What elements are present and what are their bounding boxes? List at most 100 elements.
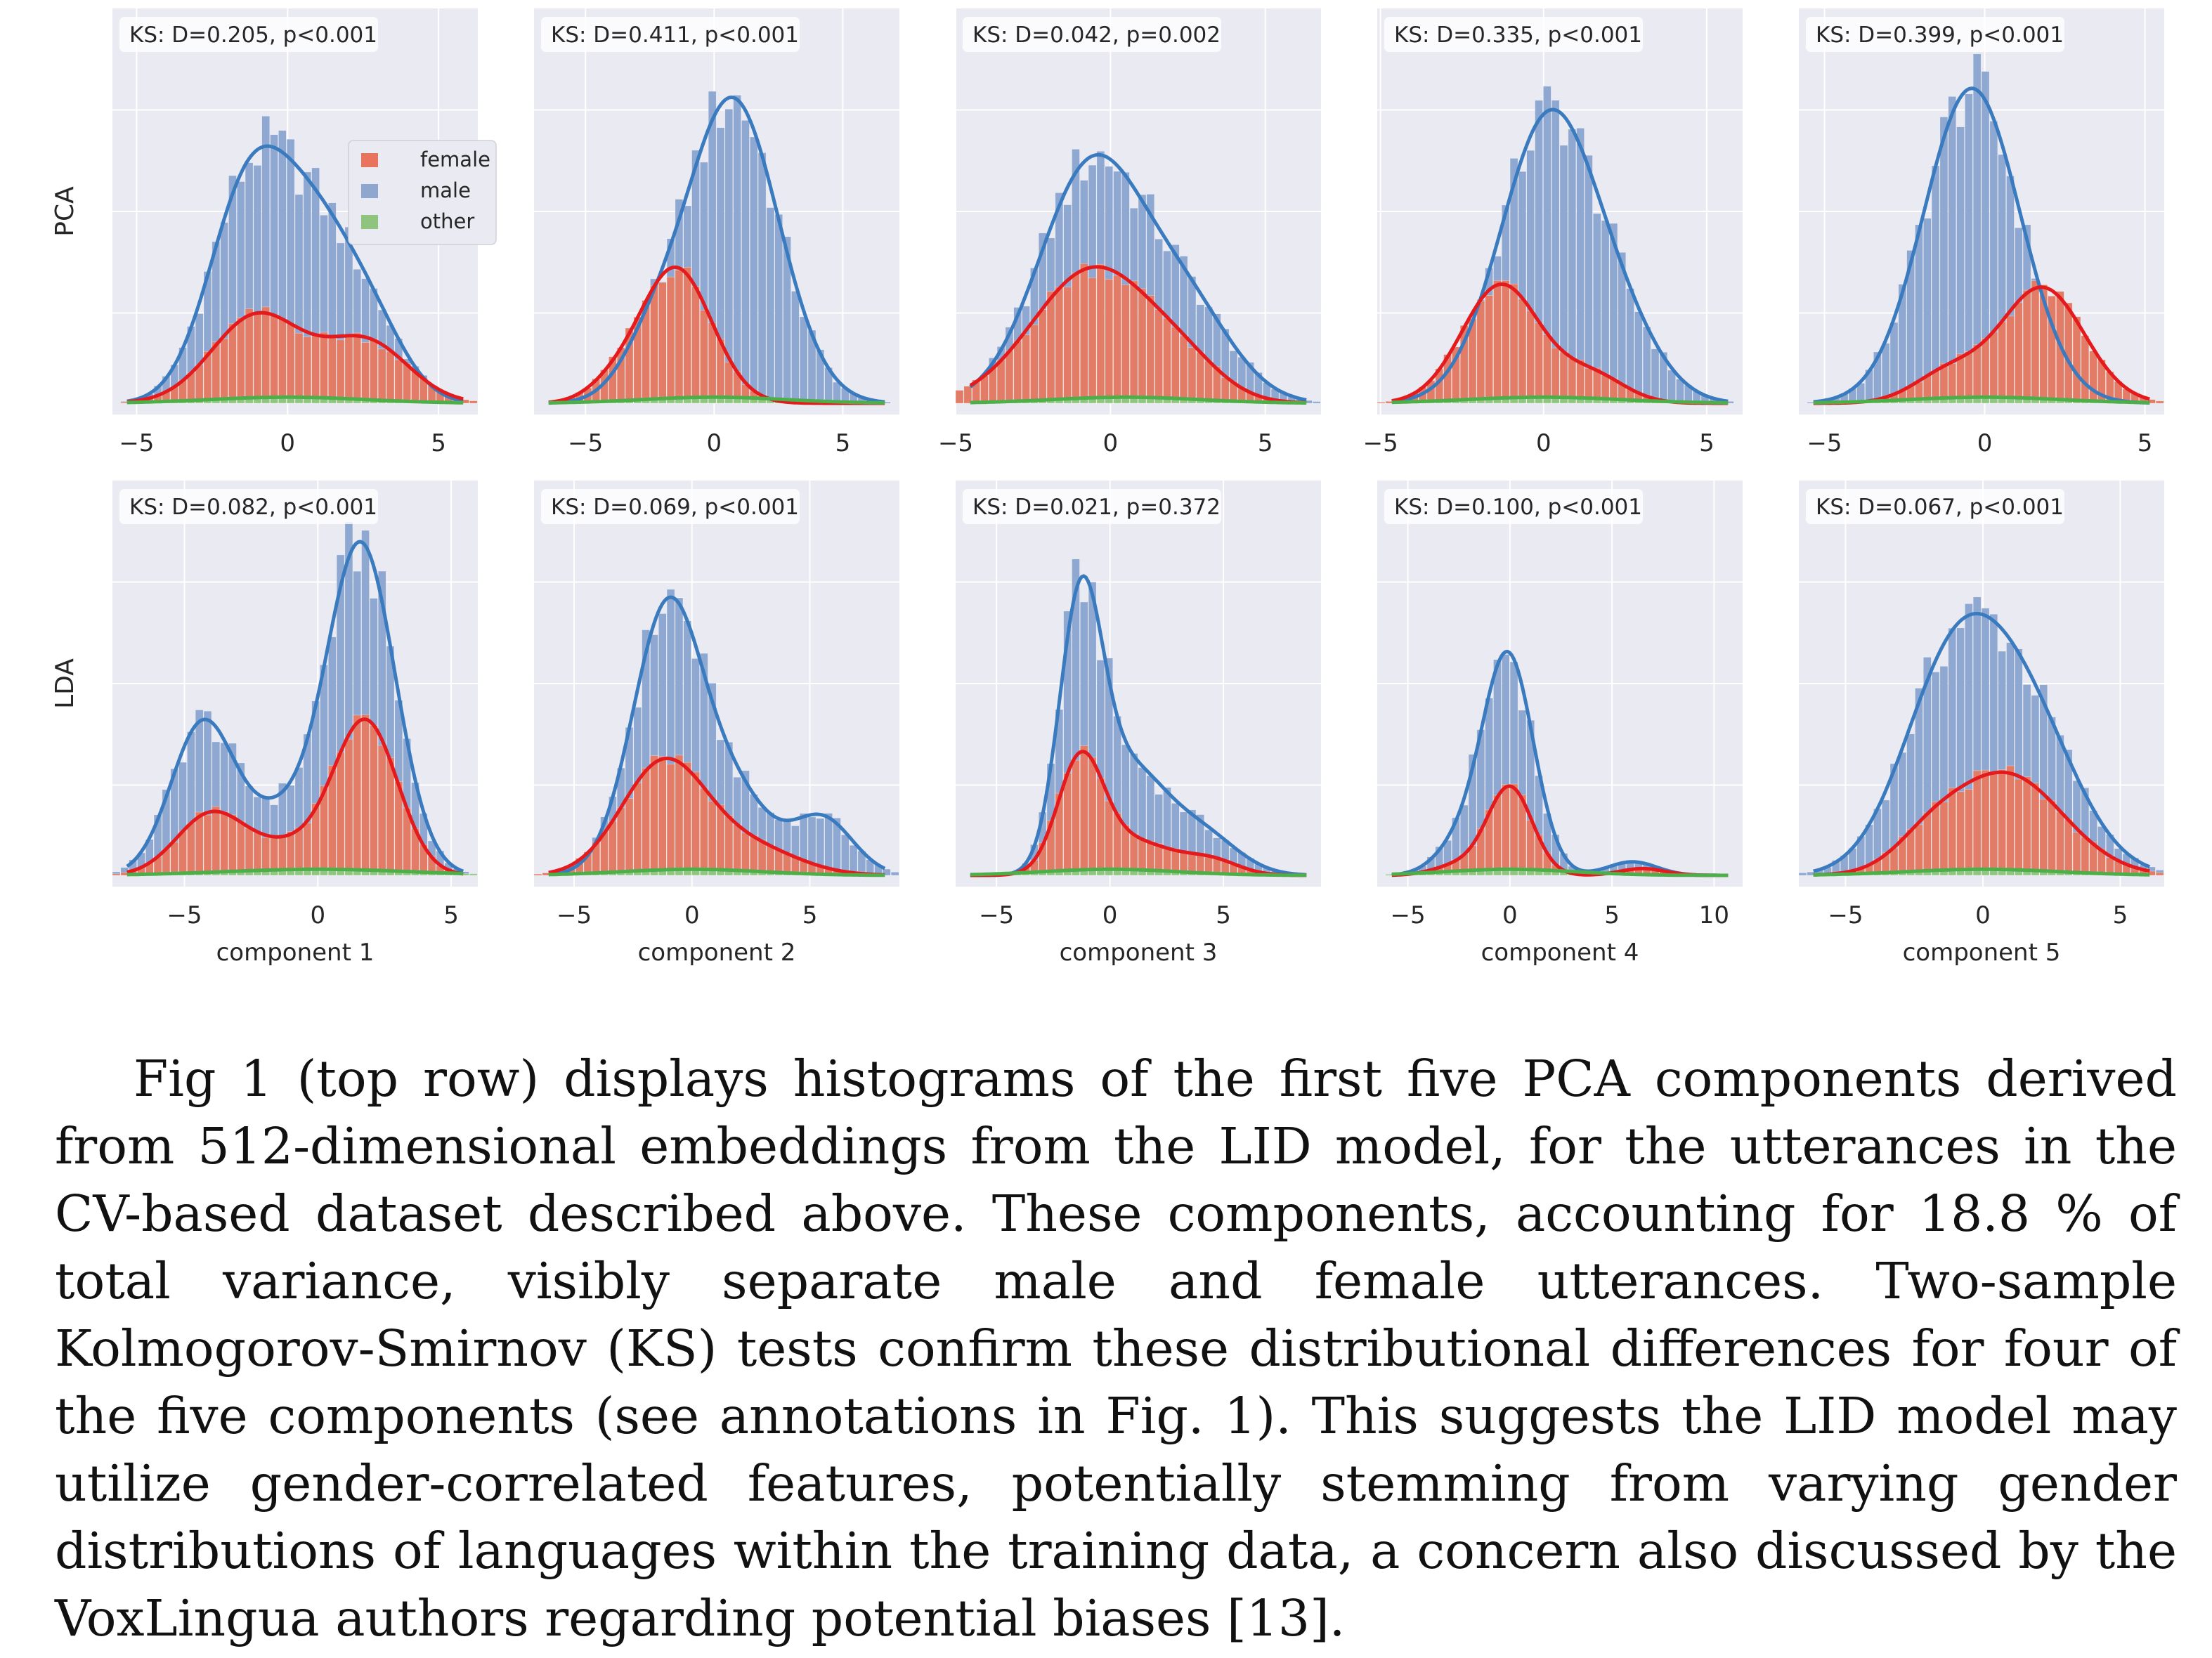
ks-annotation-text: KS: D=0.100, p<0.001 — [1394, 495, 1642, 520]
male-bar — [791, 291, 800, 404]
female-kde-line — [969, 265, 1307, 405]
female-bar — [658, 756, 667, 876]
female-bar — [609, 821, 617, 876]
x-tick-label: 0 — [1102, 901, 1118, 929]
female-bar — [1030, 324, 1039, 404]
female-bar — [650, 755, 658, 876]
panel-lda-component-5: KS: D=0.067, p<0.001 −5 0 5 component 5 — [1798, 481, 2164, 967]
female-bar — [336, 339, 345, 404]
female-bar — [666, 276, 675, 404]
female-kde-line — [1391, 784, 1729, 877]
female-bar — [2022, 776, 2031, 876]
female-bar — [1079, 745, 1088, 876]
female-bar — [344, 334, 353, 404]
ks-annotation: KS: D=0.069, p<0.001 — [541, 489, 800, 524]
female-bar — [253, 313, 262, 404]
female-bar — [1989, 772, 1998, 876]
x-tick-label: 0 — [1502, 901, 1518, 929]
female-bar — [1989, 332, 1998, 404]
female-bar — [236, 821, 245, 876]
female-bar — [2014, 778, 2023, 876]
male-kde-line — [970, 574, 1307, 877]
female-bar — [1981, 769, 1990, 876]
female-bar — [377, 348, 386, 404]
x-tick-label: 5 — [1699, 429, 1715, 457]
legend-label-female: female — [420, 148, 490, 171]
female-bar — [1965, 789, 1973, 876]
female-bar — [675, 270, 684, 404]
female-bar — [1906, 829, 1915, 876]
female-bar — [1046, 291, 1055, 404]
female-bar — [353, 714, 362, 876]
female-bar — [1129, 280, 1138, 404]
female-bar — [1956, 791, 1965, 876]
female-bar — [1105, 279, 1114, 404]
female-bar — [708, 322, 717, 404]
female-bar — [675, 755, 684, 876]
body-paragraph: Fig 1 (top row) displays histograms of t… — [55, 1050, 2177, 1647]
male-kde-line — [126, 540, 464, 873]
x-axis-label: component 5 — [1903, 939, 2061, 967]
ks-annotation-text: KS: D=0.335, p<0.001 — [1394, 22, 1642, 48]
female-bar — [733, 824, 741, 876]
other-kde-line — [126, 867, 464, 877]
male-bar — [799, 316, 808, 404]
female-bar — [1501, 280, 1510, 404]
ks-annotation: KS: D=0.021, p=0.372 — [963, 489, 1221, 524]
female-bar — [666, 764, 675, 876]
female-bar — [633, 783, 642, 876]
female-bar — [1493, 795, 1502, 876]
female-bar — [1072, 273, 1080, 404]
female-bar — [236, 317, 245, 404]
female-bar — [2056, 811, 2064, 876]
female-bar — [1038, 309, 1047, 404]
female-bar — [1931, 801, 1940, 876]
female-bar — [1998, 321, 2006, 404]
ks-annotation: KS: D=0.082, p<0.001 — [119, 489, 378, 524]
panel-lda-component-4: KS: D=0.100, p<0.001 −5 0 5 10 component 4 — [1377, 481, 1743, 967]
x-tick-label: 5 — [2113, 901, 2128, 929]
female-bar — [1377, 402, 1386, 404]
female-bar — [353, 332, 362, 404]
ks-annotation-box — [963, 17, 1221, 52]
female-bar — [996, 360, 1006, 404]
ks-annotation-text: KS: D=0.069, p<0.001 — [551, 495, 799, 520]
female-bars — [1823, 765, 2164, 876]
female-bar — [2031, 280, 2040, 404]
female-bar — [1121, 284, 1130, 404]
ks-annotation-text: KS: D=0.205, p<0.001 — [129, 22, 377, 48]
ks-annotation-box — [963, 489, 1221, 524]
female-bar — [311, 335, 320, 404]
female-bar — [203, 814, 212, 876]
female-bar — [336, 752, 345, 876]
male-bar — [749, 136, 758, 404]
female-bar — [1196, 352, 1205, 404]
x-tick-label: −5 — [1828, 901, 1863, 929]
other-kde-line — [548, 867, 885, 877]
female-bar — [2155, 400, 2164, 404]
female-bar — [2072, 832, 2081, 876]
female-bar — [2014, 302, 2023, 404]
male-bar — [1312, 401, 1321, 404]
other-kde-line — [970, 867, 1307, 877]
female-bar — [2089, 351, 2097, 404]
female-bar — [361, 714, 370, 876]
female-bar — [1509, 283, 1518, 404]
other-kde-line — [1813, 867, 2150, 877]
other-bar — [469, 873, 478, 876]
male-bar — [883, 868, 891, 876]
female-bar — [278, 318, 287, 404]
female-bar — [228, 323, 237, 404]
ks-annotation: KS: D=0.100, p<0.001 — [1384, 489, 1643, 524]
male-bar — [1667, 370, 1676, 404]
male-bar — [1881, 343, 1890, 404]
female-bar — [650, 285, 658, 404]
female-bars — [120, 306, 478, 404]
female-bar — [170, 842, 179, 876]
female-bars — [550, 267, 791, 404]
female-bar — [1948, 788, 1957, 876]
legend: female male other — [348, 140, 497, 245]
female-bar — [261, 306, 271, 404]
male-bar — [1634, 311, 1643, 404]
